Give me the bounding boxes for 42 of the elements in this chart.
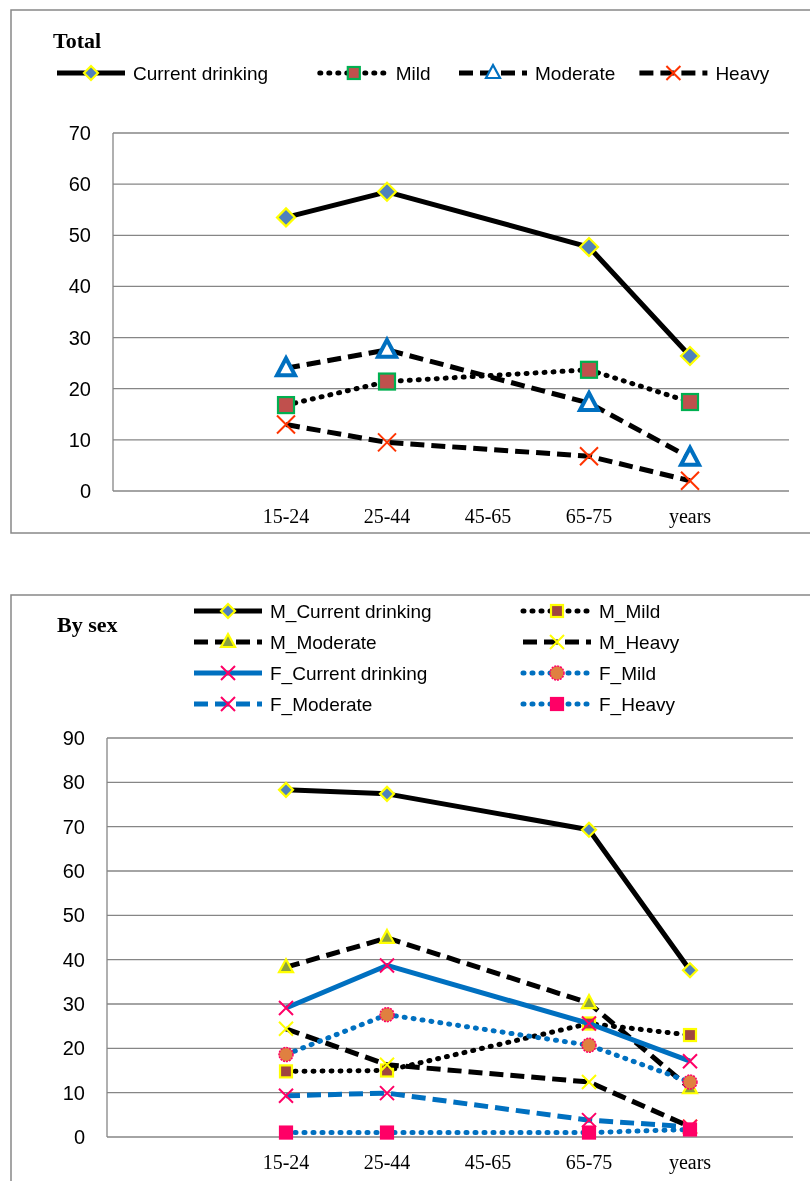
y-tick-label: 50 xyxy=(62,904,85,927)
legend-label: F_Heavy xyxy=(599,693,676,716)
x-tick-label: 25-44 xyxy=(363,505,411,527)
y-tick-label: 30 xyxy=(68,326,91,349)
x-tick-label: 65-75 xyxy=(565,1151,613,1173)
x-tick-label: 45-65 xyxy=(464,505,512,527)
y-tick-label: 0 xyxy=(73,1126,85,1148)
y-tick-label: 40 xyxy=(68,275,91,298)
y-tick-label: 60 xyxy=(68,173,91,196)
y-tick-label: 60 xyxy=(62,860,85,882)
legend-label: M_Heavy xyxy=(599,631,680,654)
y-tick-label: 0 xyxy=(79,480,91,502)
y-tick-label: 70 xyxy=(62,815,85,838)
legend-label: Heavy xyxy=(715,62,770,84)
y-tick-label: 70 xyxy=(68,122,91,144)
legend-label: F_Current drinking xyxy=(270,662,428,685)
legend-label: Mild xyxy=(395,62,431,84)
legend-label: M_Current drinking xyxy=(270,600,432,623)
y-tick-label: 80 xyxy=(62,771,85,794)
x-tick-label: 15-24 xyxy=(262,1151,310,1173)
x-tick-label: years xyxy=(668,505,712,528)
y-tick-label: 10 xyxy=(62,1081,85,1104)
y-tick-label: 30 xyxy=(62,993,85,1015)
legend-label: Moderate xyxy=(535,62,616,84)
y-tick-label: 20 xyxy=(62,1037,85,1060)
x-tick-label: 25-44 xyxy=(363,1151,411,1173)
legend-label: M_Mild xyxy=(599,600,661,623)
chart-title: By sex xyxy=(57,612,118,637)
y-tick-label: 20 xyxy=(68,377,91,400)
x-tick-label: 65-75 xyxy=(565,505,613,527)
legend-label: Current drinking xyxy=(133,62,269,84)
y-tick-label: 50 xyxy=(68,224,91,247)
legend-label: F_Moderate xyxy=(270,693,373,716)
x-tick-label: 45-65 xyxy=(464,1151,512,1173)
x-tick-label: 15-24 xyxy=(262,505,310,527)
legend-label: F_Mild xyxy=(599,662,657,685)
chart-title: Total xyxy=(53,28,102,53)
y-tick-label: 10 xyxy=(68,428,91,451)
legend-label: M_Moderate xyxy=(270,631,377,654)
y-tick-label: 40 xyxy=(62,948,85,971)
x-tick-label: years xyxy=(668,1151,712,1174)
y-tick-label: 90 xyxy=(62,727,85,749)
